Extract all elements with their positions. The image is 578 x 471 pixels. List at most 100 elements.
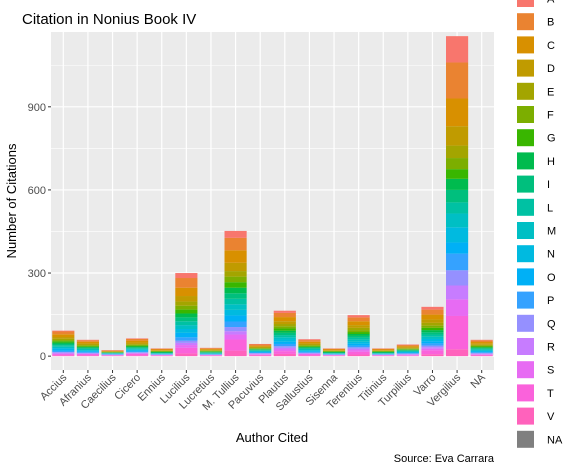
bar-segment [224,321,247,328]
bar-segment [347,347,370,349]
bar-segment [372,351,395,353]
bar-segment [126,353,149,354]
legend-label: S [547,365,554,377]
bar-segment [372,348,395,350]
bar-segment [298,351,321,353]
gridlines [51,32,494,370]
bar-segment [273,351,296,354]
bar-segment [446,349,469,357]
bar-segment [52,342,75,344]
bar-segment [446,242,469,254]
bar-segment [175,273,198,279]
legend-label: G [547,133,556,145]
bar-segment [150,348,173,350]
bar-segment [76,350,99,352]
bar-segment [224,276,247,283]
bar-segment [76,351,99,352]
bar-segment [347,315,370,318]
bar-segment [150,351,173,352]
legend-key [517,36,534,54]
bars [52,36,493,357]
bar-segment [372,351,395,352]
bar-segment [76,355,99,357]
bar-segment [249,348,272,350]
bar-segment [52,334,75,338]
bar-segment [298,339,321,341]
bar-segment [446,169,469,179]
bar-segment [298,353,321,354]
legend-key [517,291,534,309]
bar-segment [175,309,198,314]
bar-segment [347,335,370,338]
bar-segment [298,353,321,355]
bar-segment [470,345,493,347]
bar-segment [421,319,444,323]
bar-segment [396,354,419,356]
legend-label: H [547,156,555,168]
y-tick-label: 300 [28,268,46,280]
bar-segment [175,287,198,297]
bar-segment [470,351,493,353]
bar-segment [199,348,223,349]
bar-segment [249,354,272,356]
bar-segment [249,344,272,346]
bar-segment [52,355,75,357]
bar-segment [249,343,272,345]
bar-segment [347,348,370,351]
bar-segment [446,189,469,203]
bar-segment [421,327,444,331]
bar-segment [421,348,444,351]
bar-segment [298,347,321,348]
legend-label: I [547,179,550,191]
legend-key [517,338,534,355]
bar-segment [446,98,469,127]
legend-key [517,430,534,448]
bar-segment [52,331,75,335]
x-axis-title: Author Cited [236,430,308,445]
bar-segment [175,345,198,348]
bar-segment [298,341,321,344]
bar-segment [249,348,272,349]
bar-segment [470,349,493,351]
bar-segment [322,355,346,356]
bar-segment [273,332,296,336]
legend-label: N [547,249,555,261]
bar-segment [249,351,272,352]
bar-segment [421,350,444,355]
legend-label: Q [547,318,556,330]
bar-segment [421,306,444,310]
bar-segment [396,353,419,355]
bar-segment [347,343,370,346]
legend-key [517,152,534,170]
bar-segment [421,330,444,333]
bar-segment [249,347,272,349]
bar-segment [76,347,99,348]
bar-segment [224,230,247,238]
bar-segment [347,327,370,331]
bar-segment [224,304,247,310]
chart-title: Citation in Nonius Book IV [22,11,196,28]
bar-segment [446,145,469,159]
bar-segment [421,332,444,335]
bar-segment [446,315,469,350]
bar-segment [52,350,75,352]
bar-segment [175,340,198,343]
bar-segment [421,314,444,320]
bar-segment [396,345,419,347]
bar-segment [372,355,395,356]
bar-segment [175,301,198,306]
bar-segment [347,337,370,340]
bar-segment [470,346,493,348]
bar-segment [273,324,296,327]
bar-segment [273,328,296,331]
bar-segment [273,343,296,347]
legend-key [517,13,534,31]
bar-segment [52,348,75,350]
bar-segment [470,348,493,349]
bar-segment [199,351,223,353]
bar-segment [470,352,493,354]
bar-segment [470,339,493,341]
bar-segment [52,353,75,355]
bar-segment [76,351,99,353]
